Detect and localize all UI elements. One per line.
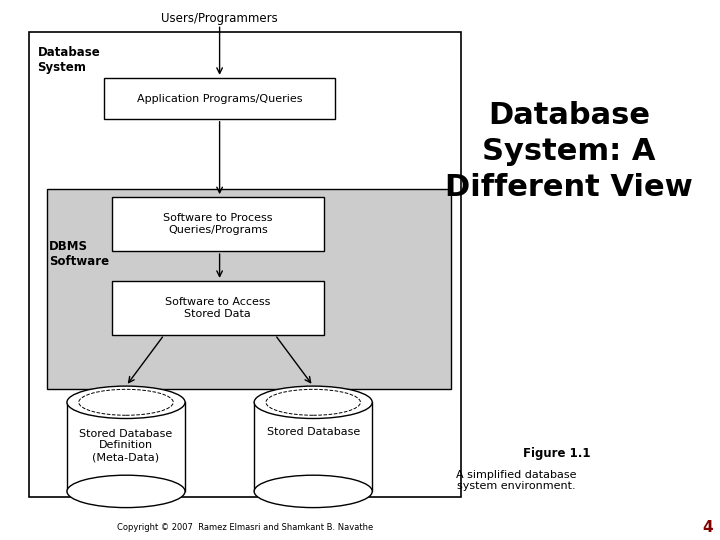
Text: Database
System: A
Different View: Database System: A Different View bbox=[445, 101, 693, 201]
Text: Database
System: Database System bbox=[37, 46, 100, 74]
FancyBboxPatch shape bbox=[67, 402, 185, 491]
Ellipse shape bbox=[67, 386, 185, 418]
Text: Stored Database: Stored Database bbox=[266, 427, 360, 437]
Text: 4: 4 bbox=[702, 519, 713, 535]
FancyBboxPatch shape bbox=[254, 402, 372, 491]
FancyBboxPatch shape bbox=[104, 78, 335, 119]
Text: Stored Database
Definition
(Meta-Data): Stored Database Definition (Meta-Data) bbox=[79, 429, 173, 462]
Ellipse shape bbox=[254, 475, 372, 508]
Text: Figure 1.1: Figure 1.1 bbox=[523, 447, 590, 460]
FancyBboxPatch shape bbox=[112, 197, 324, 251]
Text: DBMS
Software: DBMS Software bbox=[49, 240, 109, 268]
Text: Application Programs/Queries: Application Programs/Queries bbox=[137, 93, 302, 104]
Text: Copyright © 2007  Ramez Elmasri and Shamkant B. Navathe: Copyright © 2007 Ramez Elmasri and Shamk… bbox=[117, 523, 373, 532]
Text: Software to Access
Stored Data: Software to Access Stored Data bbox=[165, 297, 271, 319]
Text: Software to Process
Queries/Programs: Software to Process Queries/Programs bbox=[163, 213, 273, 235]
FancyBboxPatch shape bbox=[112, 281, 324, 335]
Ellipse shape bbox=[67, 475, 185, 508]
Text: Users/Programmers: Users/Programmers bbox=[161, 12, 278, 25]
Text: A simplified database
system environment.: A simplified database system environment… bbox=[456, 470, 576, 491]
Ellipse shape bbox=[254, 386, 372, 418]
FancyBboxPatch shape bbox=[29, 32, 461, 497]
FancyBboxPatch shape bbox=[47, 189, 451, 389]
